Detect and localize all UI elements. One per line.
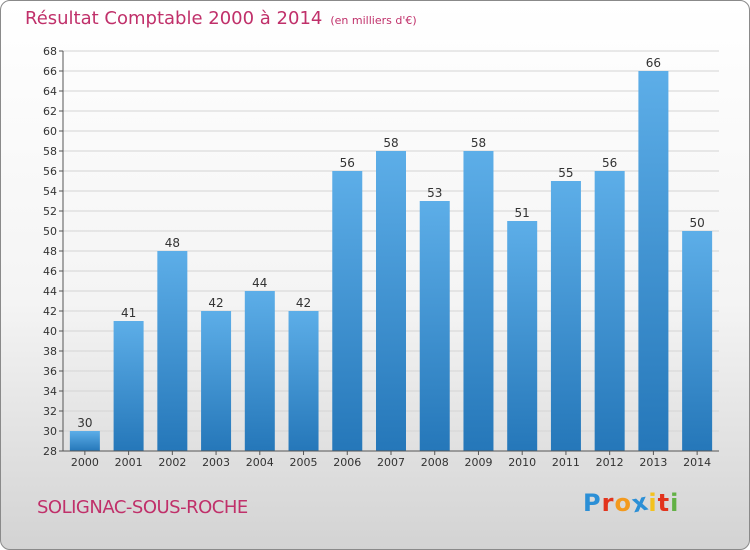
bar-2008 xyxy=(419,201,450,451)
y-tick-label: 68 xyxy=(43,45,57,58)
y-tick-label: 30 xyxy=(43,425,57,438)
y-tick-label: 60 xyxy=(43,125,57,138)
logo-letter: o xyxy=(614,489,632,517)
y-axis-ticks: 28 30 32 34 36 38 40 42 44 46 48 50 52 54 56 58 60 62 64 66… xyxy=(43,45,63,458)
x-tick-label: 2012 xyxy=(596,456,624,469)
bar-2009 xyxy=(463,151,494,451)
data-label: 48 xyxy=(165,236,180,250)
y-tick-label: 58 xyxy=(43,145,57,158)
bar-2000 xyxy=(69,431,100,451)
logo-letter: i xyxy=(648,489,658,517)
y-tick-label: 66 xyxy=(43,65,57,78)
logo-letter: P xyxy=(583,489,602,517)
x-axis-ticks: 2000 2001 2002 2003 2004 2005 2006 2007 2008 2009… xyxy=(71,451,711,469)
data-label: 56 xyxy=(602,156,617,170)
y-tick-label: 44 xyxy=(43,285,57,298)
data-label: 58 xyxy=(471,136,486,150)
bar-2007 xyxy=(376,151,406,451)
x-tick-label: 2011 xyxy=(552,456,580,469)
bar-2003 xyxy=(201,311,232,451)
y-tick-label: 48 xyxy=(43,245,57,258)
bar-2005 xyxy=(288,311,319,451)
data-label: 51 xyxy=(515,206,530,220)
y-tick-label: 38 xyxy=(43,345,57,358)
x-tick-label: 2004 xyxy=(246,456,274,469)
y-tick-label: 32 xyxy=(43,405,57,418)
proxiti-logo[interactable]: Proxiti xyxy=(583,488,680,519)
bar-2006 xyxy=(332,171,363,451)
chart-title: Résultat Comptable 2000 à 2014 (en millie… xyxy=(25,8,417,29)
x-tick-label: 2013 xyxy=(639,456,667,469)
bar-2004 xyxy=(244,291,275,451)
x-tick-label: 2006 xyxy=(333,456,361,469)
data-label: 55 xyxy=(558,166,573,180)
y-tick-label: 54 xyxy=(43,185,57,198)
data-label: 58 xyxy=(383,136,398,150)
y-tick-label: 28 xyxy=(43,445,57,458)
x-tick-label: 2005 xyxy=(290,456,318,469)
data-label: 41 xyxy=(121,306,136,320)
bar-2002 xyxy=(157,251,188,451)
x-tick-label: 2003 xyxy=(202,456,230,469)
bar-2014 xyxy=(682,231,713,451)
data-label: 50 xyxy=(689,216,704,230)
data-label: 42 xyxy=(208,296,223,310)
y-tick-label: 62 xyxy=(43,105,57,118)
data-label: 44 xyxy=(252,276,267,290)
title-text: Résultat Comptable 2000 à 2014 xyxy=(25,8,323,29)
logo-letter: i xyxy=(670,489,680,517)
x-tick-label: 2009 xyxy=(464,456,492,469)
bar-2001 xyxy=(113,321,144,451)
y-tick-label: 64 xyxy=(43,85,57,98)
data-label: 42 xyxy=(296,296,311,310)
y-tick-label: 50 xyxy=(43,225,57,238)
x-tick-label: 2007 xyxy=(377,456,405,469)
y-tick-label: 56 xyxy=(43,165,57,178)
bars xyxy=(69,71,713,451)
y-tick-label: 34 xyxy=(43,385,57,398)
logo-letter: t xyxy=(657,489,671,517)
bar-2013 xyxy=(638,71,669,451)
data-label: 56 xyxy=(340,156,355,170)
bar-2010 xyxy=(507,221,538,451)
axes xyxy=(62,51,719,452)
y-tick-label: 40 xyxy=(43,325,57,338)
data-label: 53 xyxy=(427,186,442,200)
chart-subtitle: (en milliers d'€) xyxy=(330,14,417,27)
y-tick-label: 36 xyxy=(43,365,57,378)
bar-2011 xyxy=(550,181,581,451)
y-tick-label: 46 xyxy=(43,265,57,278)
y-tick-label: 42 xyxy=(43,305,57,318)
commune-name: SOLIGNAC-SOUS-ROCHE xyxy=(37,497,248,518)
logo-letter: r xyxy=(601,489,615,517)
x-tick-label: 2002 xyxy=(158,456,186,469)
x-tick-label: 2014 xyxy=(683,456,711,469)
x-tick-label: 2008 xyxy=(421,456,449,469)
data-label: 66 xyxy=(646,56,661,70)
x-tick-label: 2000 xyxy=(71,456,99,469)
x-tick-label: 2001 xyxy=(115,456,143,469)
data-labels: 30 41 48 42 44 42 56 58 53 58 51 55 56 66 50 xyxy=(77,56,705,430)
x-tick-label: 2010 xyxy=(508,456,536,469)
data-label: 30 xyxy=(77,416,92,430)
bar-2012 xyxy=(594,171,625,451)
y-tick-label: 52 xyxy=(43,205,57,218)
